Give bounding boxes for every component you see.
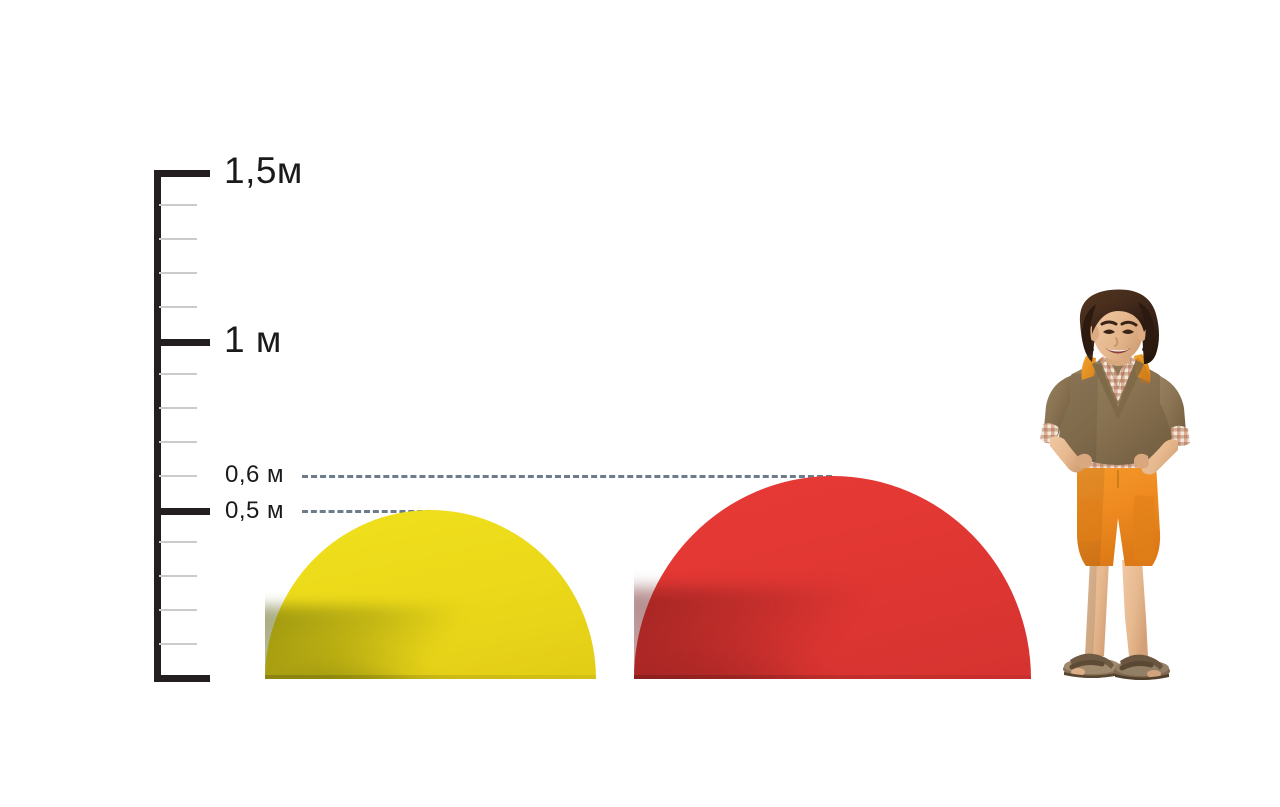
child-right-sandal bbox=[1114, 654, 1170, 680]
ruler-tick-minor-0-1m bbox=[159, 643, 197, 645]
ruler-tick-minor-1-1m bbox=[159, 306, 197, 308]
ruler-tick-minor-1-2m bbox=[159, 272, 197, 274]
child-left-eyebrow bbox=[1100, 320, 1118, 326]
child-right-sleeve bbox=[1160, 376, 1186, 440]
guide-line-0-5m bbox=[302, 510, 432, 513]
child-shirt-collar bbox=[1098, 354, 1136, 408]
child-teeth bbox=[1106, 349, 1130, 352]
ruler-tick-major-0-5m bbox=[154, 508, 210, 515]
child-jacket-placket bbox=[1092, 360, 1144, 420]
child-mouth bbox=[1105, 348, 1131, 354]
ruler-tick-minor-0-2m bbox=[159, 609, 197, 611]
child-hair-side-right bbox=[1138, 302, 1154, 356]
ruler-spine bbox=[154, 170, 161, 682]
ruler-tick-minor-0-4m bbox=[159, 541, 197, 543]
red-dome-base-shadow bbox=[634, 675, 1031, 679]
child-left-hand bbox=[1077, 453, 1093, 469]
ruler-tick-minor-1-3m bbox=[159, 238, 197, 240]
yellow-dome-shadow bbox=[265, 606, 471, 679]
child-figure-icon bbox=[1040, 289, 1190, 680]
child-hair-side-left bbox=[1082, 304, 1096, 356]
child-hood-left bbox=[1081, 356, 1096, 380]
child-right-hand bbox=[1133, 453, 1149, 469]
axis-label-0-5m: 0,5 м bbox=[225, 497, 285, 524]
yellow-dome-base-shadow bbox=[265, 675, 596, 679]
ruler-tick-minor-1-4m bbox=[159, 204, 197, 206]
child-nose bbox=[1114, 337, 1119, 347]
child-left-eye bbox=[1103, 329, 1115, 334]
axis-label-1-5m: 1,5м bbox=[224, 150, 303, 191]
child-left-leg-shade bbox=[1085, 560, 1097, 656]
yellow-dome bbox=[265, 510, 596, 679]
ruler-tick-major-1-5m bbox=[154, 170, 210, 177]
axis-label-0-6m: 0,6 м bbox=[225, 461, 285, 488]
child-left-sleeve bbox=[1044, 376, 1070, 437]
child-figure bbox=[1030, 288, 1196, 680]
ruler-tick-minor-0-9m bbox=[159, 373, 197, 375]
child-left-cargo-pocket bbox=[1079, 499, 1101, 542]
ruler-tick-major-0-0m bbox=[154, 675, 210, 682]
child-left-leg bbox=[1085, 560, 1109, 656]
ruler-tick-minor-0-7m bbox=[159, 441, 197, 443]
red-dome-shadow bbox=[634, 587, 869, 679]
child-right-forearm bbox=[1141, 439, 1178, 475]
child-right-leg bbox=[1122, 560, 1148, 656]
child-right-cargo-pocket-upper bbox=[1133, 495, 1155, 530]
child-right-eye bbox=[1122, 329, 1134, 334]
child-left-forearm bbox=[1050, 436, 1084, 473]
child-face bbox=[1093, 301, 1143, 361]
red-dome bbox=[634, 476, 1031, 679]
guide-line-0-6m bbox=[302, 475, 832, 478]
ruler-tick-minor-0-6m bbox=[159, 475, 197, 477]
child-right-eyebrow bbox=[1120, 320, 1138, 327]
child-left-ear bbox=[1089, 325, 1099, 341]
child-hair-fringe bbox=[1091, 296, 1147, 334]
ruler-tick-minor-0-8m bbox=[159, 407, 197, 409]
child-right-cargo-pocket-lower bbox=[1133, 530, 1155, 561]
axis-label-1m: 1 м bbox=[224, 319, 282, 360]
child-left-sandal bbox=[1063, 653, 1121, 678]
ruler-tick-major-1-0m bbox=[154, 339, 210, 346]
ruler-tick-minor-0-3m bbox=[159, 575, 197, 577]
